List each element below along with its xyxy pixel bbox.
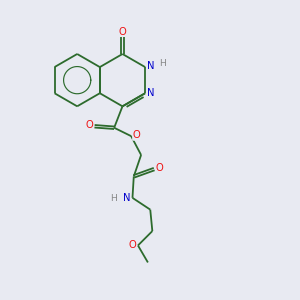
Text: H: H [160, 59, 167, 68]
Text: O: O [85, 120, 93, 130]
Text: N: N [123, 194, 130, 203]
Text: N: N [147, 88, 154, 98]
Text: H: H [111, 194, 118, 203]
Text: N: N [147, 61, 154, 71]
Text: O: O [156, 163, 164, 173]
Text: O: O [118, 26, 126, 37]
Text: O: O [133, 130, 140, 140]
Text: O: O [129, 240, 136, 250]
